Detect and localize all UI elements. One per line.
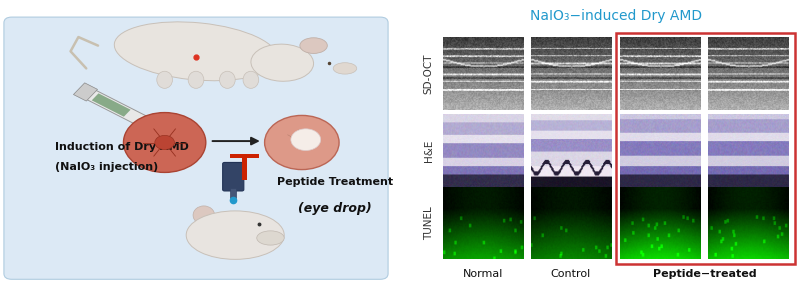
FancyBboxPatch shape	[4, 17, 388, 279]
Circle shape	[123, 113, 206, 172]
Ellipse shape	[251, 44, 314, 81]
Ellipse shape	[257, 231, 284, 245]
FancyBboxPatch shape	[222, 162, 244, 191]
Bar	[230, 188, 236, 198]
Text: Peptide−treated: Peptide−treated	[653, 269, 756, 279]
Ellipse shape	[219, 71, 235, 88]
Circle shape	[265, 115, 339, 170]
Ellipse shape	[300, 38, 327, 54]
Bar	[242, 155, 247, 180]
Text: (eye drop): (eye drop)	[298, 201, 372, 215]
Bar	[84, 89, 151, 128]
Ellipse shape	[114, 22, 278, 81]
Ellipse shape	[157, 71, 173, 88]
Bar	[230, 154, 259, 158]
Ellipse shape	[243, 71, 258, 88]
Circle shape	[155, 135, 174, 150]
Bar	[615, 33, 795, 264]
Ellipse shape	[193, 206, 214, 225]
Bar	[92, 93, 130, 117]
Circle shape	[291, 129, 321, 150]
Text: TUNEL: TUNEL	[424, 206, 434, 240]
Text: Control: Control	[550, 269, 591, 279]
Text: Induction of Dry AMD: Induction of Dry AMD	[55, 142, 189, 152]
Text: Normal: Normal	[463, 269, 503, 279]
Ellipse shape	[186, 211, 284, 259]
Bar	[74, 83, 98, 101]
Ellipse shape	[333, 63, 357, 74]
Ellipse shape	[188, 71, 204, 88]
Text: NaIO₃−induced Dry AMD: NaIO₃−induced Dry AMD	[530, 9, 702, 23]
Text: SD-OCT: SD-OCT	[424, 53, 434, 94]
Text: Peptide Treatment: Peptide Treatment	[277, 177, 394, 188]
Text: (NaIO₃ injection): (NaIO₃ injection)	[55, 162, 158, 172]
Text: H&E: H&E	[424, 139, 434, 162]
